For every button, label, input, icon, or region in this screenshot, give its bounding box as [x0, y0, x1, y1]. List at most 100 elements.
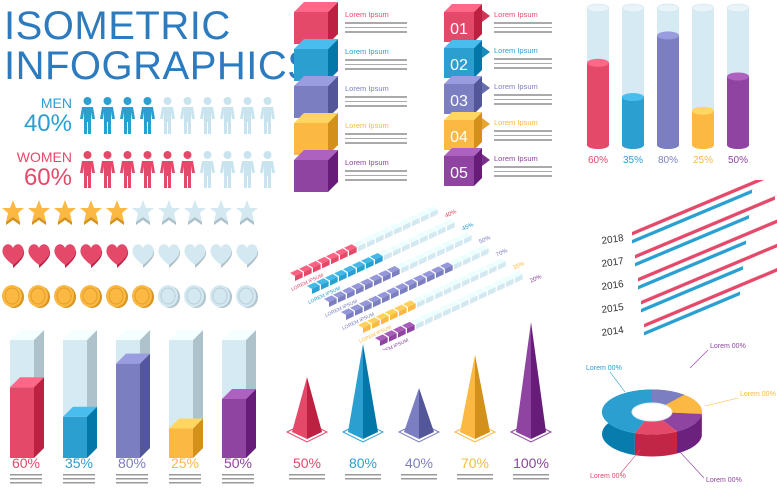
donut-label: Lorem 00% — [590, 473, 626, 480]
caption-line — [116, 482, 148, 484]
round-cylinder — [691, 3, 715, 149]
person-icon — [118, 96, 138, 136]
caption-line — [494, 31, 552, 33]
caption-line — [494, 22, 552, 24]
person-icon — [238, 150, 258, 190]
puzzle-knob — [328, 133, 336, 141]
iso-bar-row — [358, 258, 506, 333]
person-icon — [98, 96, 118, 136]
round-cylinder-label: 60% — [588, 155, 608, 166]
star-icon — [78, 197, 104, 227]
year-bar — [632, 180, 765, 236]
cylinder-percent-label: 80% — [118, 455, 146, 471]
puzzle-knob — [328, 170, 336, 178]
caption-line — [513, 478, 549, 480]
caption-line — [63, 482, 95, 484]
person-icon — [218, 150, 238, 190]
star-icon — [26, 197, 52, 227]
round-cylinder-fill — [727, 76, 749, 145]
numbered-item-title: Lorem Ipsum — [494, 82, 538, 91]
caption-line — [494, 170, 552, 172]
cone-chart: 50% 80% 40% 70% 100% — [285, 322, 553, 480]
donut-label: Lorem 00% — [586, 365, 622, 372]
coin-icon — [234, 282, 260, 312]
title-line-2: INFOGRAPHICS — [4, 44, 315, 88]
heart-icon — [182, 240, 208, 270]
coin-icon — [182, 282, 208, 312]
caption-line — [345, 22, 407, 24]
numbered-item: Lorem Ipsum — [494, 154, 552, 177]
person-icon — [198, 150, 218, 190]
star-icon — [208, 197, 234, 227]
cylinder-percent-label: 35% — [65, 455, 93, 471]
puzzle-item-title: Lorem Ipsum — [345, 158, 389, 167]
year-label: 2015 — [601, 302, 625, 316]
donut-label: Lorem 00% — [710, 343, 746, 350]
caption-line — [289, 478, 325, 480]
round-cylinder — [586, 3, 610, 149]
cone-percent-label: 80% — [349, 455, 377, 471]
step-number: 03 — [450, 93, 468, 110]
round-cylinder-label: 80% — [658, 155, 678, 166]
caption-line — [169, 474, 201, 476]
year-label: 2017 — [601, 256, 625, 270]
coin-icon — [208, 282, 234, 312]
heart-icon — [0, 240, 26, 270]
caption-line — [494, 139, 552, 141]
caption-line — [345, 474, 381, 476]
cone — [397, 388, 441, 443]
donut-segment — [634, 419, 677, 457]
caption-line — [222, 474, 254, 476]
stars-rating-row — [0, 197, 260, 227]
caption-line — [457, 478, 493, 480]
bottom-cylinder-chart: 60% 35% 80% 25% 50% — [10, 330, 256, 484]
person-icon — [138, 96, 158, 136]
heart-icon — [234, 240, 260, 270]
caption-line — [63, 478, 95, 480]
star-icon — [130, 197, 156, 227]
caption-line — [169, 478, 201, 480]
caption-line — [494, 134, 552, 136]
puzzle-piece — [294, 113, 338, 155]
numbered-block — [444, 40, 482, 78]
iso-bar-percent: 70% — [495, 248, 509, 259]
iso-bar-row — [307, 219, 455, 294]
cone — [509, 322, 553, 443]
star-icon — [52, 197, 78, 227]
caption-line — [345, 174, 407, 176]
iso-bar-percent: 50% — [478, 235, 492, 246]
puzzle-item: Lorem Ipsum — [345, 158, 407, 181]
year-bar — [635, 215, 749, 267]
donut-label: Lorem 00% — [740, 391, 776, 398]
caption-line — [345, 179, 407, 181]
heart-icon — [26, 240, 52, 270]
women-row: WOMEN 60% — [10, 146, 278, 190]
heart-icon — [130, 240, 156, 270]
numbered-item: Lorem Ipsum — [494, 82, 552, 105]
caption-line — [401, 478, 437, 480]
numbered-block — [444, 148, 482, 186]
person-icon — [198, 96, 218, 136]
numbered-block — [444, 112, 482, 150]
round-cylinder-label: 25% — [693, 155, 713, 166]
cone — [453, 355, 497, 443]
numbered-arrow — [482, 154, 490, 166]
puzzle-item: Lorem Ipsum — [345, 47, 407, 70]
puzzle-item-title: Lorem Ipsum — [345, 121, 389, 130]
person-icon — [118, 150, 138, 190]
step-number: 05 — [450, 165, 468, 182]
caption-line — [494, 103, 552, 105]
person-icon — [158, 96, 178, 136]
star-icon — [0, 197, 26, 227]
person-icon — [78, 150, 98, 190]
cone-percent-label: 70% — [461, 455, 489, 471]
caption-line — [345, 68, 407, 70]
round-cylinder-label: 50% — [728, 155, 748, 166]
iso-bar-row — [290, 206, 438, 281]
year-bar-chart: 2018 2017 2016 2015 2014 — [601, 180, 777, 339]
puzzle-piece — [294, 2, 338, 44]
donut-leader-line — [689, 349, 709, 369]
iso-bar-percent: 45% — [461, 222, 475, 233]
donut-segment — [662, 412, 702, 454]
